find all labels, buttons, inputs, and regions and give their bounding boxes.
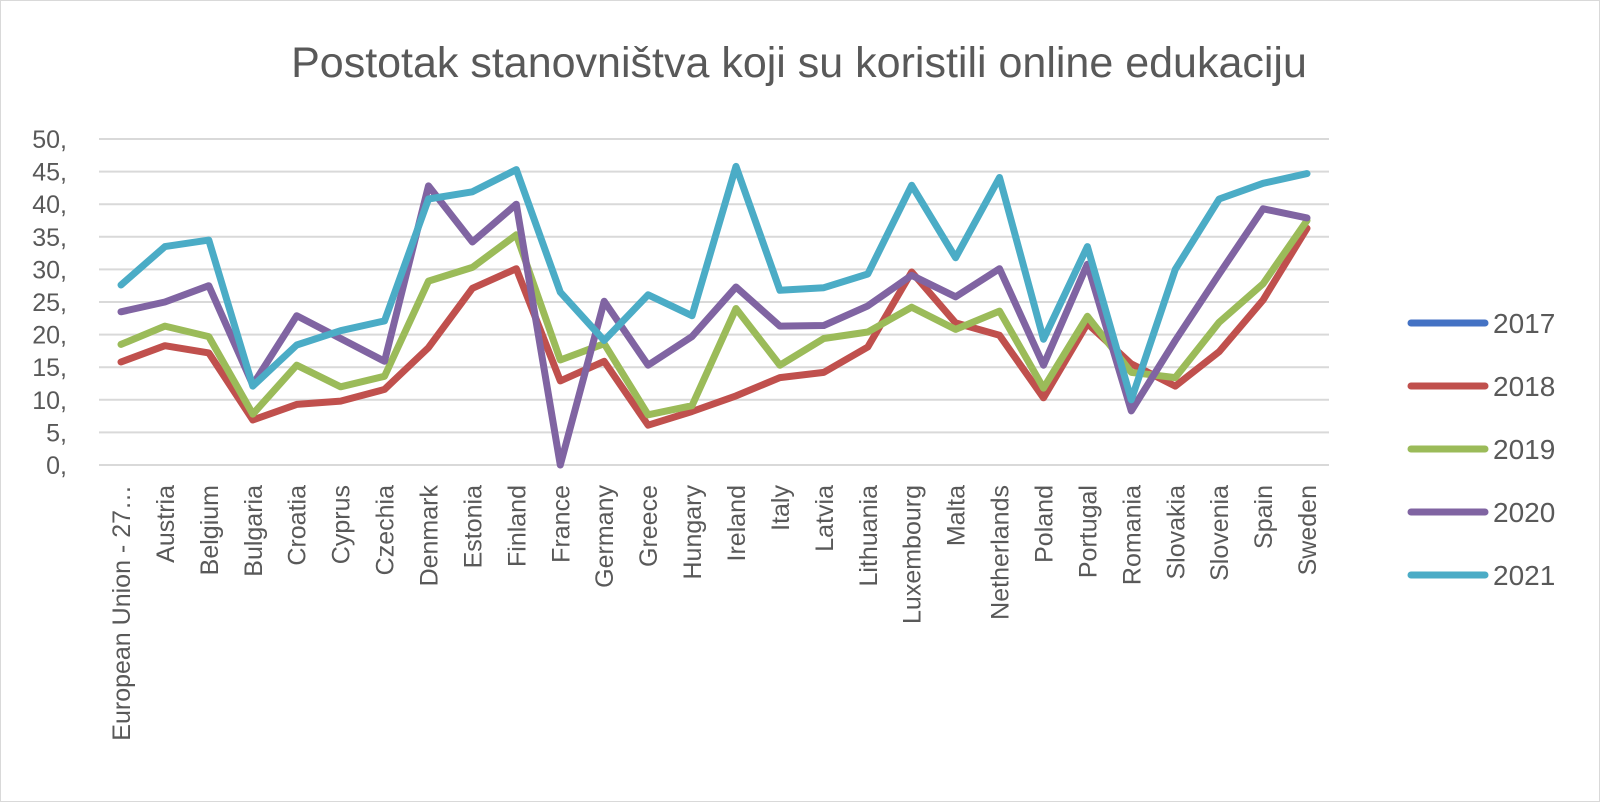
x-tick-label: Poland — [1030, 485, 1058, 563]
series-lines — [117, 162, 1311, 469]
x-tick-label: Denmark — [415, 485, 443, 587]
y-tick-label: 20, — [32, 322, 67, 350]
series-line-2020 — [117, 182, 1311, 469]
x-tick-label: Bulgaria — [240, 485, 268, 577]
series-line-2021 — [117, 162, 1311, 404]
x-tick-label: Malta — [943, 485, 971, 546]
y-tick-label: 0, — [46, 452, 67, 480]
y-tick-label: 5, — [46, 419, 67, 447]
x-tick-label: Slovakia — [1162, 485, 1190, 580]
y-tick-label: 50, — [32, 126, 67, 154]
y-tick-label: 25, — [32, 289, 67, 317]
gridlines — [99, 138, 1329, 466]
chart-title: Postotak stanovništva koji su koristili … — [291, 39, 1307, 87]
x-tick-label: Spain — [1250, 485, 1278, 549]
x-tick-label: Luxembourg — [899, 485, 927, 624]
x-tick-label: Estonia — [459, 485, 487, 568]
y-tick-label: 10, — [32, 387, 67, 415]
x-axis-tick-labels: European Union - 27… Austria Belgium Bulgar… — [108, 485, 1322, 741]
x-tick-label: Italy — [767, 485, 795, 531]
y-tick-label: 30, — [32, 256, 67, 284]
x-tick-label: Romania — [1118, 485, 1146, 585]
x-tick-label: European Union - 27… — [108, 485, 136, 741]
y-tick-label: 45, — [32, 159, 67, 187]
x-tick-label: Latvia — [811, 485, 839, 552]
x-tick-label: Czechia — [372, 485, 400, 575]
legend-label-2019: 2019 — [1493, 434, 1555, 465]
y-tick-label: 40, — [32, 191, 67, 219]
x-tick-label: Ireland — [723, 485, 751, 561]
x-tick-label: Finland — [503, 485, 531, 567]
x-tick-label: Slovenia — [1206, 485, 1234, 581]
x-tick-label: Hungary — [679, 485, 707, 580]
x-tick-label: Croatia — [284, 485, 312, 566]
x-tick-label: Belgium — [196, 485, 224, 575]
legend-label-2018: 2018 — [1493, 371, 1555, 402]
x-tick-label: Greece — [635, 485, 663, 567]
x-tick-label: Portugal — [1074, 485, 1102, 578]
x-tick-label: Netherlands — [987, 485, 1015, 620]
legend: 2017 2018 2019 2020 2021 — [1407, 308, 1555, 591]
y-tick-label: 35, — [32, 224, 67, 252]
x-tick-label: Sweden — [1294, 485, 1322, 575]
y-axis-tick-labels: 0, 5, 10, 15, 20, 25, 30, 35, 40, 45, 50, — [32, 126, 67, 480]
x-tick-label: Cyprus — [328, 485, 356, 564]
legend-label-2020: 2020 — [1493, 497, 1555, 528]
legend-label-2017: 2017 — [1493, 308, 1555, 339]
x-tick-label: Austria — [152, 485, 180, 563]
y-tick-label: 15, — [32, 354, 67, 382]
x-tick-label: Lithuania — [855, 485, 883, 587]
x-tick-label: France — [547, 485, 575, 563]
legend-label-2021: 2021 — [1493, 560, 1555, 591]
x-tick-label: Germany — [591, 485, 619, 588]
